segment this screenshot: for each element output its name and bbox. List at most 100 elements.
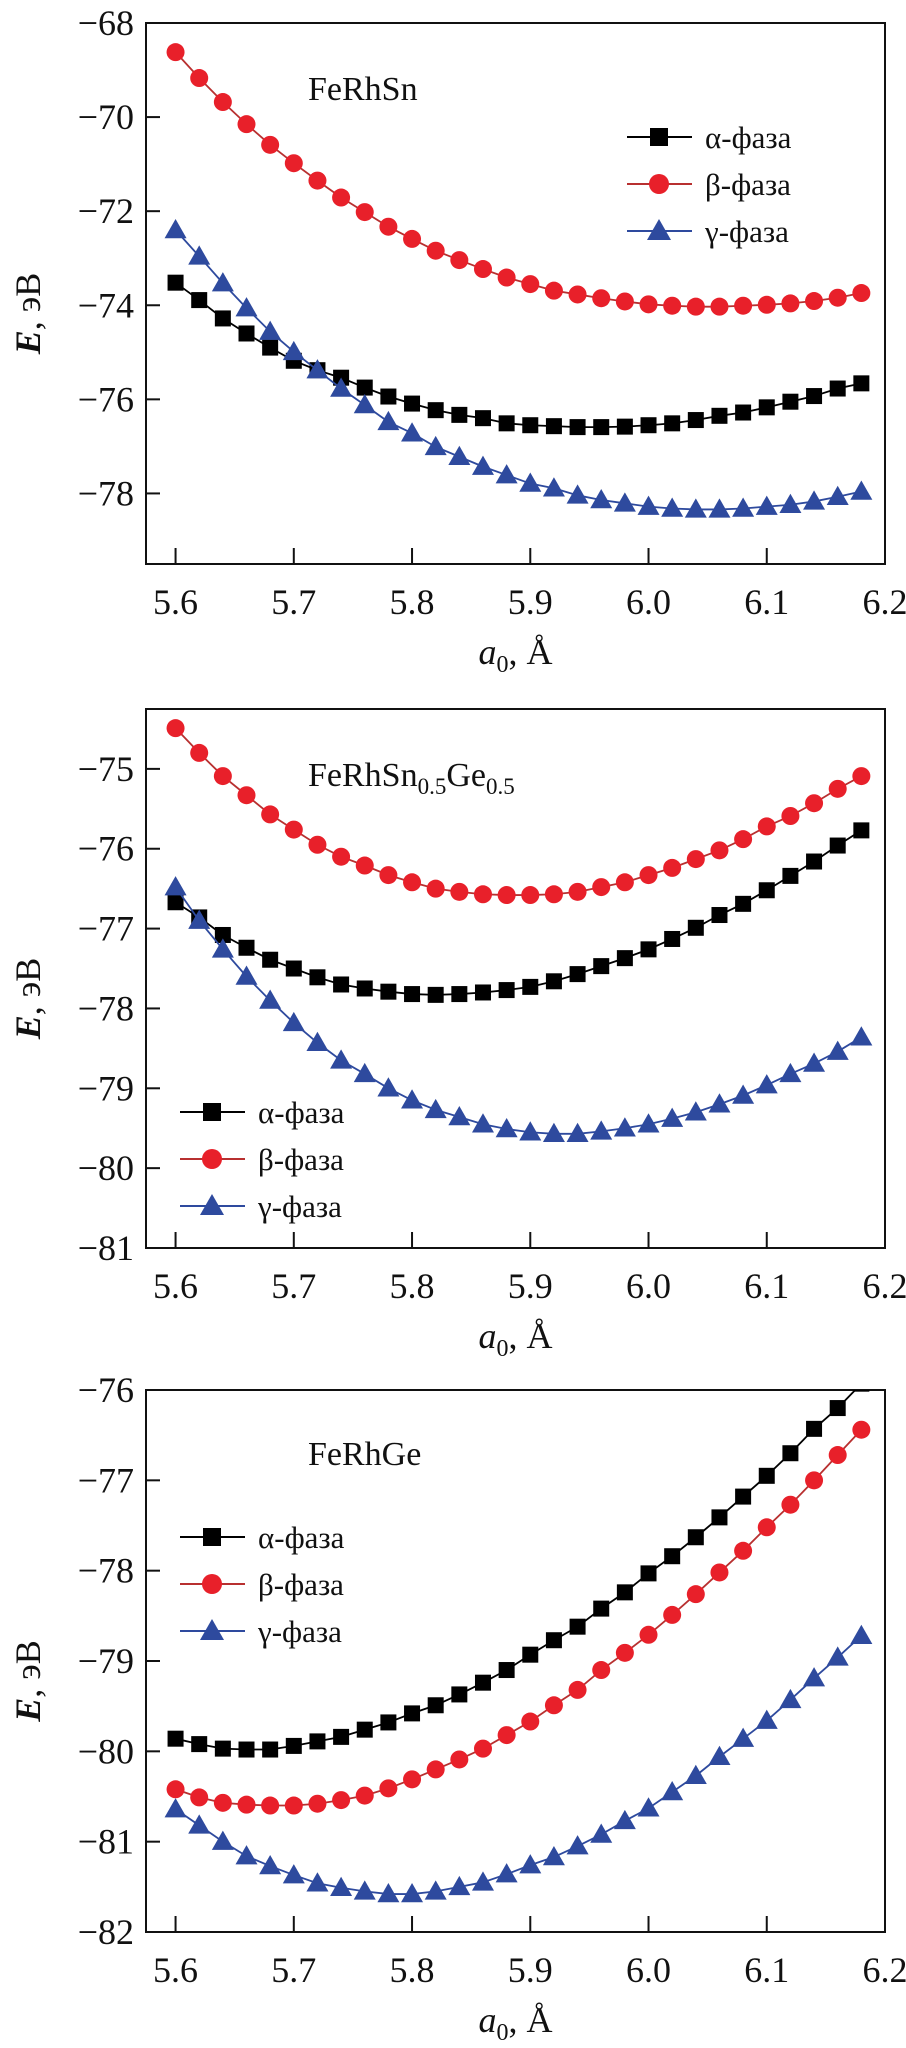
data-point-alpha: [427, 402, 444, 419]
y-axis-label-unit: , эВ: [8, 1640, 48, 1697]
data-point-alpha: [545, 418, 562, 435]
x-tick-label: 5.8: [390, 1950, 435, 1990]
series-group: [164, 1390, 873, 1903]
data-point-beta: [213, 93, 232, 112]
data-point-beta: [379, 217, 398, 236]
data-point-beta: [686, 850, 705, 869]
data-point-gamma: [164, 1798, 187, 1818]
data-point-alpha: [640, 1565, 657, 1582]
data-point-beta: [686, 297, 705, 316]
data-point-beta: [757, 817, 776, 836]
data-point-beta: [592, 1661, 611, 1680]
x-tick-label: 5.7: [271, 582, 316, 622]
data-point-gamma: [164, 876, 187, 896]
data-point-gamma: [495, 464, 518, 484]
data-point-gamma: [424, 1098, 447, 1119]
data-point-gamma: [259, 1855, 282, 1875]
data-point-alpha: [474, 984, 491, 1001]
data-point-alpha: [285, 960, 302, 977]
data-point-alpha: [569, 1618, 586, 1635]
data-point-beta: [473, 1739, 492, 1758]
legend-label: α-фаза: [705, 120, 792, 155]
x-tick-label: 6.1: [744, 1266, 789, 1306]
data-point-gamma: [188, 245, 211, 265]
data-point-alpha: [356, 379, 373, 396]
series-line-alpha: [175, 829, 862, 996]
data-point-beta: [639, 1625, 658, 1644]
data-point-alpha: [309, 1733, 326, 1750]
y-axis-label-unit: , эВ: [8, 958, 48, 1015]
data-point-gamma: [282, 1864, 305, 1884]
data-point-gamma: [708, 498, 731, 518]
data-point-alpha: [735, 1488, 752, 1505]
data-point-beta: [237, 786, 256, 805]
data-point-gamma: [637, 1797, 660, 1817]
data-point-alpha: [616, 950, 633, 967]
data-point-gamma: [779, 1062, 802, 1083]
data-point-alpha: [191, 292, 208, 309]
data-point-beta: [663, 296, 682, 315]
data-point-alpha: [522, 978, 539, 995]
data-point-beta: [497, 1726, 516, 1745]
data-point-alpha: [616, 418, 633, 435]
data-point-beta: [213, 767, 232, 786]
data-point-gamma: [542, 1122, 565, 1143]
data-point-gamma: [684, 1101, 707, 1121]
x-tick-label: 5.8: [390, 582, 435, 622]
legend-item-beta: β-фаза: [627, 167, 791, 202]
data-point-beta: [828, 1446, 847, 1465]
data-point-beta: [450, 251, 469, 270]
title-text: FeRhSn: [308, 71, 418, 108]
y-tick-label: −79: [78, 1641, 134, 1681]
x-tick-label: 6.2: [863, 582, 906, 622]
chart-panel-2: 5.6 5.7 5.8 5.9 6.0 6.1 6.2 −75 −76 −77 −78 −79 −80 −…: [8, 708, 906, 1362]
series-group: [164, 719, 873, 1143]
legend-item-gamma: γ-фаза: [180, 1189, 342, 1224]
data-point-beta: [308, 171, 327, 190]
data-point-gamma: [779, 1688, 802, 1709]
data-point-beta: [190, 1788, 209, 1807]
data-point-beta: [568, 882, 587, 901]
data-point-beta: [426, 241, 445, 260]
data-point-alpha: [806, 853, 823, 870]
data-point-alpha: [167, 1730, 184, 1747]
legend-marker-gamma: [647, 219, 671, 240]
data-point-gamma: [803, 490, 826, 510]
data-point-alpha: [380, 1714, 397, 1731]
data-point-gamma: [282, 1011, 305, 1032]
data-point-beta: [781, 1495, 800, 1514]
data-point-alpha: [545, 1632, 562, 1649]
data-point-beta: [403, 1770, 422, 1789]
data-point-beta: [757, 295, 776, 314]
legend-marker-beta: [649, 174, 669, 194]
data-point-alpha: [782, 393, 799, 410]
y-tick-label: −75: [78, 749, 134, 789]
data-point-beta: [166, 43, 185, 62]
data-point-gamma: [803, 1052, 826, 1072]
data-point-alpha: [711, 1509, 728, 1526]
data-point-gamma: [637, 495, 660, 515]
data-point-beta: [190, 69, 209, 88]
x-axis-label-unit: , Å: [509, 632, 553, 672]
data-point-beta: [852, 1420, 871, 1439]
data-point-beta: [734, 830, 753, 849]
data-point-gamma: [330, 1049, 353, 1069]
data-point-alpha: [758, 882, 775, 899]
data-point-gamma: [661, 1107, 684, 1127]
data-point-alpha: [404, 1705, 421, 1722]
data-point-gamma: [613, 1117, 636, 1137]
data-point-beta: [521, 1712, 540, 1731]
data-point-gamma: [732, 1727, 755, 1747]
legend-item-alpha: α-фаза: [180, 1520, 345, 1555]
data-point-beta: [284, 1796, 303, 1815]
y-tick-label: −79: [78, 1068, 134, 1108]
data-point-beta: [615, 292, 634, 311]
data-point-beta: [473, 885, 492, 904]
data-point-beta: [261, 1796, 280, 1815]
legend-item-alpha: α-фаза: [180, 1095, 345, 1130]
series-line-gamma: [175, 1635, 862, 1895]
data-point-gamma: [448, 1106, 471, 1126]
legend-item-gamma: γ-фаза: [627, 214, 789, 249]
y-tick-label: −78: [78, 988, 134, 1028]
data-point-alpha: [640, 941, 657, 958]
